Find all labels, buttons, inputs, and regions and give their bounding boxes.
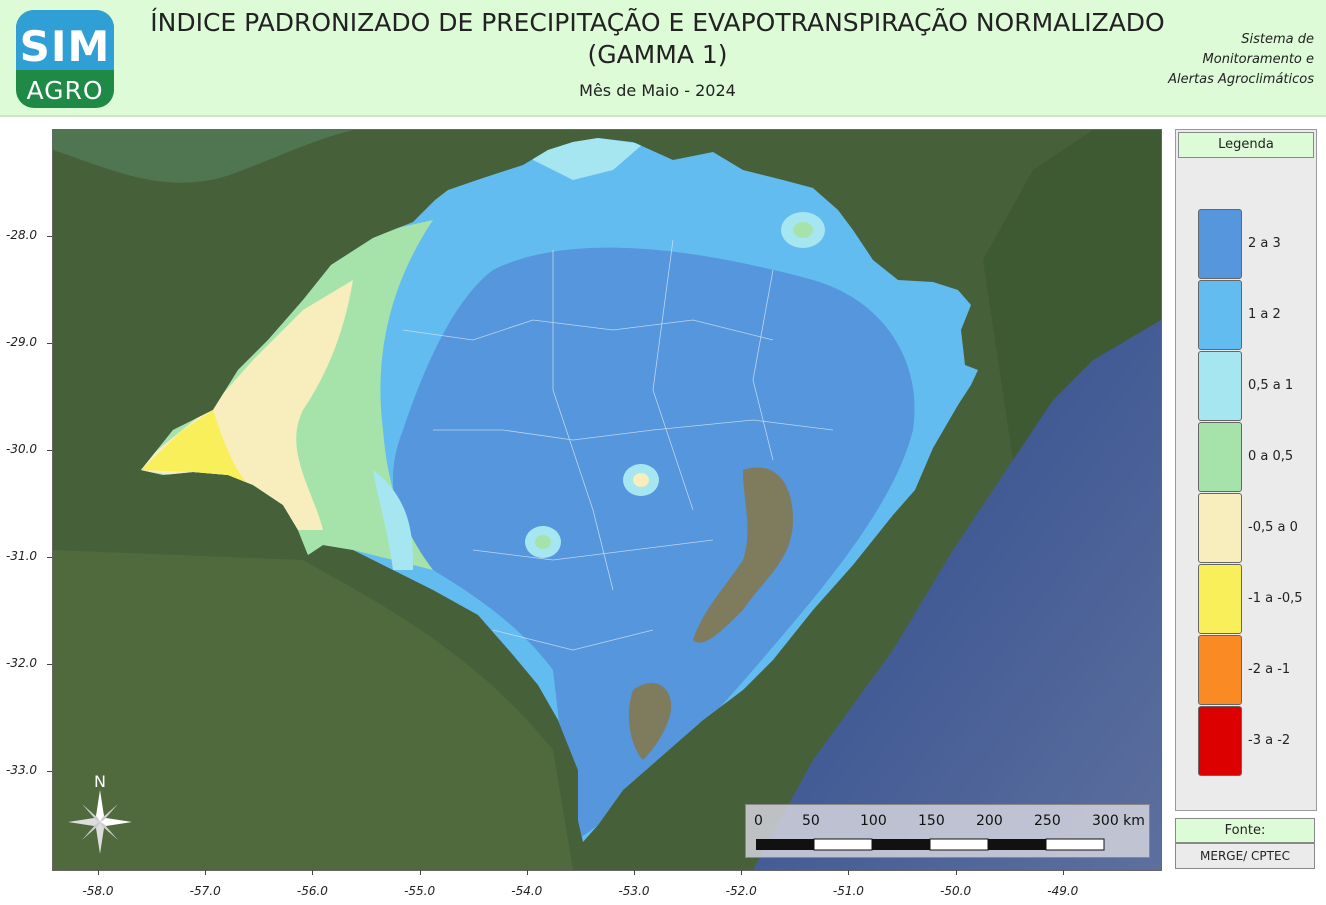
scale-bar-graphic xyxy=(756,838,1105,851)
legend-label: 0 a 0,5 xyxy=(1248,449,1294,464)
x-axis-tick xyxy=(205,870,207,875)
x-axis-tick-label: -53.0 xyxy=(618,884,650,898)
page-subtitle: Mês de Maio - 2024 xyxy=(579,81,736,100)
index-zone-2-to-3 xyxy=(393,247,915,842)
legend-swatch xyxy=(1198,209,1242,279)
legend-label: 2 a 3 xyxy=(1248,236,1281,251)
page-title-line2: (GAMMA 1) xyxy=(587,40,728,69)
logo-text-sim: SIM xyxy=(19,22,111,71)
x-axis-tick-label: -58.0 xyxy=(82,884,114,898)
x-axis-tick xyxy=(634,870,635,875)
x-axis-tick xyxy=(1062,870,1064,875)
scale-bar-label: 100 xyxy=(860,813,887,829)
north-label: N xyxy=(94,772,106,791)
x-axis-tick-label: -54.0 xyxy=(511,884,543,898)
y-axis-tick xyxy=(47,664,52,665)
page-title-line1: ÍNDICE PADRONIZADO DE PRECIPITAÇÃO E EVA… xyxy=(150,8,1165,37)
scale-bar-label: 250 xyxy=(1034,813,1061,829)
legend-label: -0,5 a 0 xyxy=(1248,520,1298,535)
index-spot-0-to-0.5 xyxy=(793,222,813,238)
y-axis-tick-label: -32.0 xyxy=(6,656,38,670)
scale-segment xyxy=(872,839,930,850)
x-axis-tick xyxy=(419,870,421,875)
source-value: MERGE/ CPTEC xyxy=(1175,843,1315,869)
scale-bar-label: 200 xyxy=(976,813,1003,829)
x-axis-tick-label: -55.0 xyxy=(404,884,436,898)
system-name-line1: Sistema de xyxy=(1241,32,1314,47)
x-axis-tick-label: -57.0 xyxy=(189,884,221,898)
source-label: Fonte: xyxy=(1175,818,1315,843)
coastal-forest xyxy=(983,130,1161,460)
x-axis-tick-label: -56.0 xyxy=(296,884,328,898)
logo-top-band xyxy=(16,10,114,70)
x-axis-tick xyxy=(312,870,314,875)
x-axis-tick xyxy=(955,870,957,875)
scale-bar-label: 150 xyxy=(918,813,945,829)
legend-title: Legenda xyxy=(1178,132,1314,158)
logo-text-agro: AGRO xyxy=(26,76,104,105)
x-axis-tick xyxy=(526,870,528,875)
scale-bar-label: 50 xyxy=(802,813,820,829)
legend-label: 0,5 a 1 xyxy=(1248,378,1294,393)
y-axis-tick-label: -33.0 xyxy=(6,763,38,777)
index-zone-neg1-to-neg0.5 xyxy=(141,410,308,555)
legend-label: -1 a -0,5 xyxy=(1248,591,1303,606)
scale-bar-label: 0 xyxy=(754,813,763,829)
index-zone-0.5-to-1 xyxy=(373,470,413,570)
scale-segment xyxy=(813,838,873,851)
x-axis-tick-label: -49.0 xyxy=(1047,884,1079,898)
legend-swatch xyxy=(1198,351,1242,421)
x-axis-tick xyxy=(848,870,850,875)
parana-river-area xyxy=(53,130,353,183)
index-spot-neg0.5-to-0 xyxy=(633,473,649,487)
x-axis-tick-label: -52.0 xyxy=(725,884,757,898)
y-axis-tick xyxy=(47,450,52,451)
legend-swatch xyxy=(1198,422,1242,492)
system-name-line2: Monitoramento e xyxy=(1202,52,1314,67)
scale-segment xyxy=(988,839,1046,850)
simagro-logo: SIM AGRO xyxy=(16,10,114,108)
map-view xyxy=(52,129,1162,871)
compass-rose-icon xyxy=(68,790,132,854)
lagoa-dos-patos xyxy=(693,467,793,643)
y-axis-tick-label: -31.0 xyxy=(6,549,38,563)
scale-segment xyxy=(756,839,814,850)
legend-swatch xyxy=(1198,493,1242,563)
y-axis-tick xyxy=(47,236,52,237)
legend-label: -2 a -1 xyxy=(1248,662,1291,677)
y-axis-tick-label: -28.0 xyxy=(6,228,38,242)
x-axis-tick-label: -51.0 xyxy=(832,884,864,898)
legend-label: -3 a -2 xyxy=(1248,733,1291,748)
scale-bar: 0 50 100 150 200 250 300 km xyxy=(745,804,1150,858)
legend-label: 1 a 2 xyxy=(1248,307,1281,322)
uruguay-lowland xyxy=(53,550,573,870)
x-axis-tick-label: -50.0 xyxy=(940,884,972,898)
legend-swatch xyxy=(1198,280,1242,350)
y-axis-tick-label: -29.0 xyxy=(6,335,38,349)
y-axis-tick xyxy=(47,343,52,344)
legend-panel: Legenda 2 a 3 1 a 2 0,5 a 1 0 a 0,5 -0,5 a 0… xyxy=(1175,129,1317,811)
scale-bar-label: 300 km xyxy=(1092,813,1145,829)
system-name-line3: Alertas Agroclimáticos xyxy=(1168,72,1314,87)
scale-segment xyxy=(929,838,989,851)
legend-swatch xyxy=(1198,635,1242,705)
x-axis-tick xyxy=(98,870,99,875)
north-arrow: N xyxy=(68,772,132,856)
y-axis-tick-label: -30.0 xyxy=(6,442,38,456)
y-axis-tick xyxy=(47,771,52,772)
index-zone-0.5-to-1-north xyxy=(533,138,643,180)
legend-swatch xyxy=(1198,706,1242,776)
municipality-boundaries xyxy=(402,239,834,651)
scale-segment xyxy=(1045,838,1105,851)
legend-swatch xyxy=(1198,564,1242,634)
x-axis-tick xyxy=(741,870,743,875)
index-spot-0-to-0.5 xyxy=(535,535,551,549)
atlantic-ocean xyxy=(753,320,1161,870)
lagoa-mirim xyxy=(628,682,672,760)
y-axis-tick xyxy=(47,557,52,558)
header: SIM AGRO ÍNDICE PADRONIZADO DE PRECIPITA… xyxy=(0,0,1326,117)
system-name: Sistema de Monitoramento e Alertas Agroc… xyxy=(1144,30,1314,90)
